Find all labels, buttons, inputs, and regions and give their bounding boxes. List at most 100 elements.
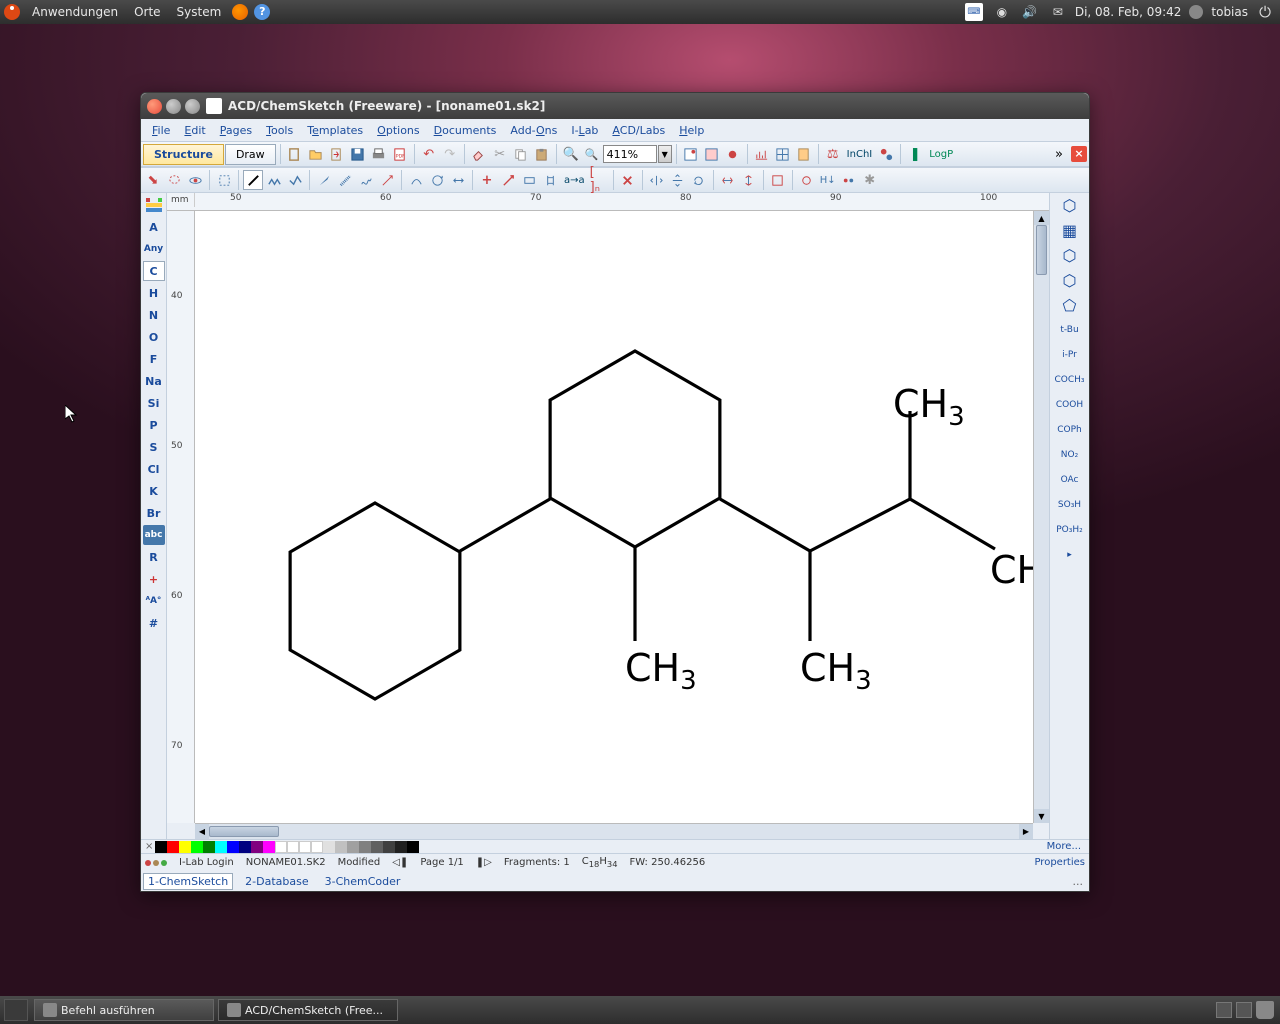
plus-icon[interactable]: +	[477, 170, 497, 190]
refresh-icon[interactable]	[797, 170, 817, 190]
charge-plus[interactable]: +	[143, 569, 165, 589]
logp-icon[interactable]: ❚	[905, 144, 925, 164]
logp-button[interactable]: LogP	[926, 149, 956, 160]
cut-icon[interactable]: ✂	[490, 144, 510, 164]
h-add-icon[interactable]: H↓	[818, 170, 838, 190]
tools-icon[interactable]: ✱	[860, 170, 880, 190]
hash-tool[interactable]: #	[143, 613, 165, 633]
hash-icon[interactable]	[335, 170, 355, 190]
save-icon[interactable]	[348, 144, 368, 164]
scroll-left-arrow[interactable]: ◀	[195, 824, 209, 839]
bottom-tab[interactable]: 3-ChemCoder	[321, 874, 405, 889]
bottom-tab[interactable]: 1-ChemSketch	[143, 873, 233, 890]
fragment-1[interactable]: ▦	[1052, 220, 1088, 240]
color-swatch[interactable]	[155, 841, 167, 853]
color-swatch[interactable]	[335, 841, 347, 853]
text-tool[interactable]: abc	[143, 525, 165, 545]
element-n[interactable]: N	[143, 305, 165, 325]
r-group[interactable]: R	[143, 547, 165, 567]
map-icon[interactable]	[540, 170, 560, 190]
element-p[interactable]: P	[143, 415, 165, 435]
menu-ilab[interactable]: I-Lab	[564, 124, 605, 137]
delete-icon[interactable]	[618, 170, 638, 190]
trash-icon[interactable]	[1256, 1001, 1274, 1019]
taskbar-item[interactable]: Befehl ausführen	[34, 999, 214, 1021]
user-menu[interactable]: tobias	[1211, 5, 1248, 19]
isotope-tool[interactable]: ᴬA°	[143, 591, 165, 611]
color-swatch[interactable]	[215, 841, 227, 853]
places-menu[interactable]: Orte	[126, 5, 168, 19]
ilab-login[interactable]: I-Lab Login	[179, 857, 234, 868]
import-icon[interactable]	[327, 144, 347, 164]
menu-help[interactable]: Help	[672, 124, 711, 137]
eraser-icon[interactable]	[469, 144, 489, 164]
menu-templates[interactable]: Templates	[300, 124, 370, 137]
element-br[interactable]: Br	[143, 503, 165, 523]
system-menu[interactable]: System	[169, 5, 230, 19]
element-s[interactable]: S	[143, 437, 165, 457]
new-icon[interactable]	[285, 144, 305, 164]
fragment-0[interactable]: ⬡	[1052, 195, 1088, 215]
show-desktop-button[interactable]	[4, 999, 28, 1021]
fragment-4[interactable]: ⬠	[1052, 295, 1088, 315]
rotate3d-icon[interactable]	[185, 170, 205, 190]
element-o[interactable]: O	[143, 327, 165, 347]
double-arrow-icon[interactable]	[448, 170, 468, 190]
menu-tools[interactable]: Tools	[259, 124, 300, 137]
copy-icon[interactable]	[511, 144, 531, 164]
color-swatch[interactable]	[311, 841, 323, 853]
color-swatch[interactable]	[251, 841, 263, 853]
element-k[interactable]: K	[143, 481, 165, 501]
print-icon[interactable]	[369, 144, 389, 164]
zoom-in-icon[interactable]: 🔍	[561, 144, 581, 164]
menu-options[interactable]: Options	[370, 124, 426, 137]
firefox-launcher-icon[interactable]	[231, 3, 249, 21]
redo-icon[interactable]: ↷	[440, 144, 460, 164]
wavy-icon[interactable]	[356, 170, 376, 190]
ata-button[interactable]: a→a	[561, 175, 588, 186]
grid-icon[interactable]	[773, 144, 793, 164]
color-swatch[interactable]	[287, 841, 299, 853]
calc-icon[interactable]	[794, 144, 814, 164]
status-pagenav-icon[interactable]: ◁❚	[392, 857, 408, 868]
color-swatch[interactable]	[227, 841, 239, 853]
color-none-icon[interactable]: ×	[143, 841, 155, 852]
vertical-scrollbar[interactable]: ▲ ▼	[1033, 211, 1049, 823]
close-document-button[interactable]: ×	[1071, 146, 1087, 162]
fragment-7[interactable]: COCH₃	[1052, 370, 1088, 390]
menu-pages[interactable]: Pages	[213, 124, 259, 137]
structure-tab[interactable]: Structure	[143, 144, 224, 165]
keyboard-indicator-icon[interactable]: ⌨	[965, 3, 983, 21]
rotate-icon[interactable]	[689, 170, 709, 190]
element-na[interactable]: Na	[143, 371, 165, 391]
undo-icon[interactable]: ↶	[419, 144, 439, 164]
zoom-input[interactable]: 411%	[603, 145, 657, 163]
bottom-tab[interactable]: 2-Database	[241, 874, 312, 889]
fragment-14[interactable]: ▸	[1052, 545, 1088, 565]
select-icon[interactable]: ⬊	[143, 170, 163, 190]
element-c[interactable]: C	[143, 261, 165, 281]
clean-icon[interactable]	[768, 170, 788, 190]
color-swatch[interactable]	[347, 841, 359, 853]
periodic-table-icon[interactable]	[143, 195, 165, 215]
color-swatch[interactable]	[239, 841, 251, 853]
menu-documents[interactable]: Documents	[427, 124, 504, 137]
zoom-out-icon[interactable]: 🔍	[582, 144, 602, 164]
color-swatch[interactable]	[323, 841, 335, 853]
scroll-thumb-h[interactable]	[209, 826, 279, 837]
color-swatch[interactable]	[263, 841, 275, 853]
lasso-icon[interactable]	[164, 170, 184, 190]
volume-icon[interactable]: 🔊	[1021, 3, 1039, 21]
fragment-3[interactable]: ⬡	[1052, 270, 1088, 290]
element-any[interactable]: Any	[143, 239, 165, 259]
color-swatch[interactable]	[383, 841, 395, 853]
scroll-thumb-v[interactable]	[1036, 225, 1047, 275]
element-f[interactable]: F	[143, 349, 165, 369]
circle-arrow-icon[interactable]	[427, 170, 447, 190]
color-swatch[interactable]	[371, 841, 383, 853]
element-a[interactable]: A	[143, 217, 165, 237]
tray-icon-1[interactable]	[1216, 1002, 1232, 1018]
fragment-8[interactable]: COOH	[1052, 395, 1088, 415]
color-swatch[interactable]	[299, 841, 311, 853]
open-icon[interactable]	[306, 144, 326, 164]
